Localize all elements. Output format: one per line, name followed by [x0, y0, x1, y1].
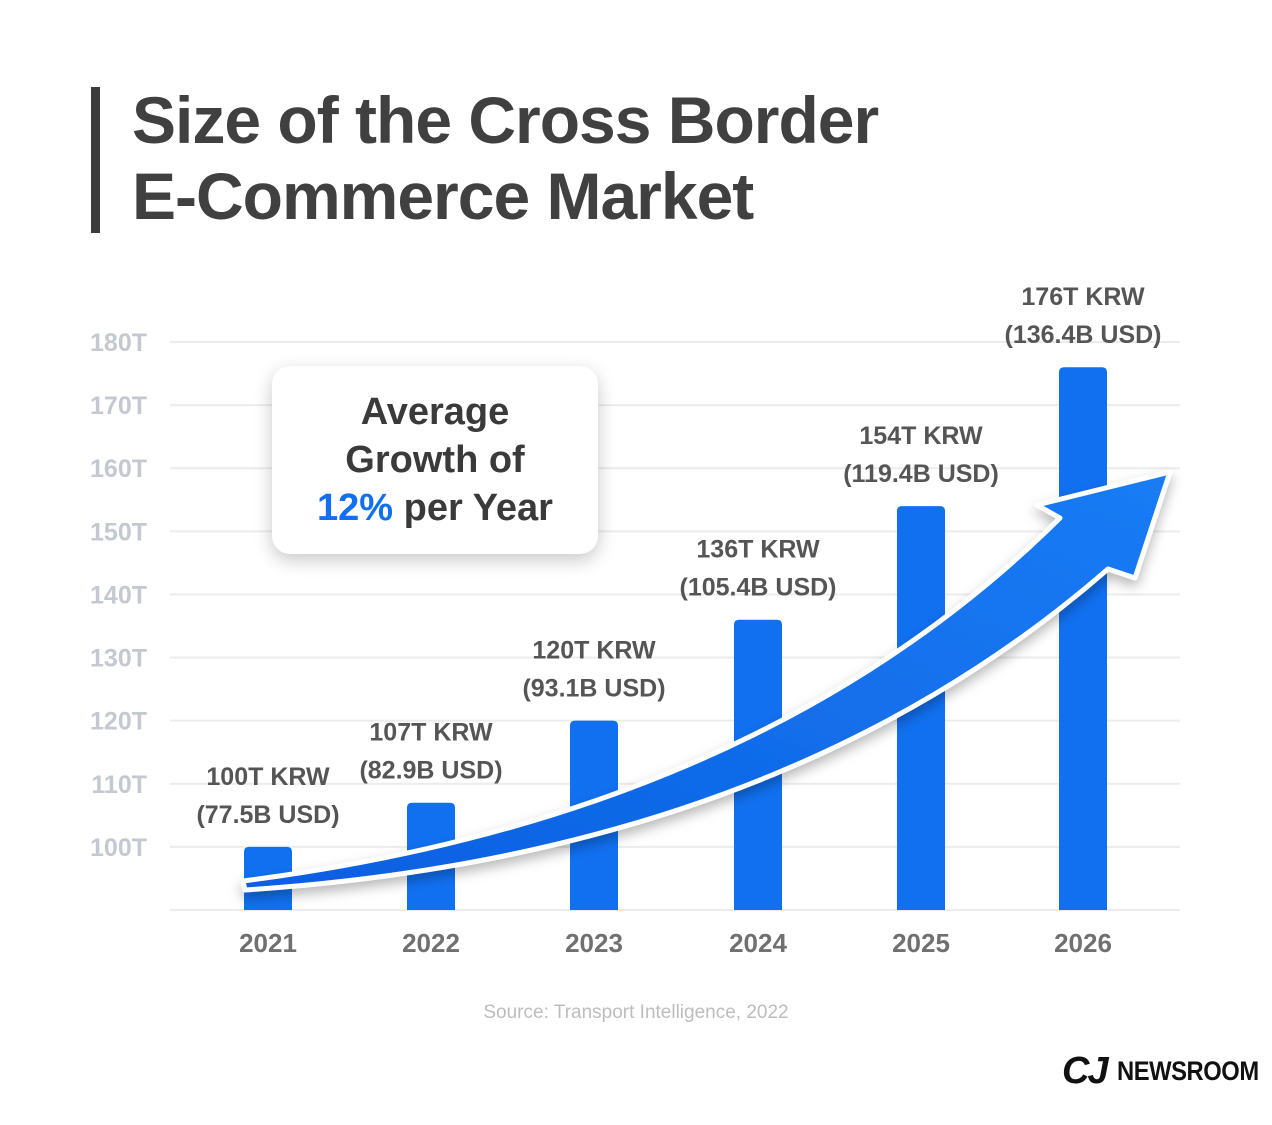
data-labels: 100T KRW (77.5B USD) 107T KRW (82.9B USD) 12… [196, 283, 1161, 829]
y-tick-label: 180T [90, 329, 147, 357]
data-label-krw: 100T KRW [206, 763, 330, 791]
trend-arrow-group [240, 469, 1173, 893]
data-label-krw: 154T KRW [859, 422, 983, 450]
bar [897, 506, 945, 910]
y-axis-ticks: 100T 110T 120T 130T 140T 150T 160T 170T 180T [90, 329, 147, 862]
logo-mark: CJ [1062, 1050, 1109, 1092]
data-label-usd: (77.5B USD) [196, 801, 339, 829]
title-accent-bar [91, 87, 100, 233]
data-label-usd: (93.1B USD) [522, 675, 665, 703]
x-tick-label: 2021 [239, 928, 297, 958]
data-label-usd: (136.4B USD) [1005, 321, 1162, 349]
y-tick-label: 100T [90, 834, 147, 862]
chart-title: Size of the Cross Border E-Commerce Mark… [132, 82, 879, 234]
y-tick-label: 140T [90, 581, 147, 609]
y-tick-label: 110T [91, 771, 147, 799]
growth-callout: Average Growth of 12% per Year [272, 366, 598, 554]
cj-newsroom-logo: CJ NEWSROOM [1062, 1050, 1272, 1093]
chart-title-line-2: E-Commerce Market [132, 159, 754, 233]
bar [1059, 367, 1107, 910]
callout-line-2: Growth of [345, 439, 525, 481]
y-tick-label: 160T [90, 455, 147, 483]
data-label-krw: 120T KRW [532, 637, 656, 665]
callout-line-3: 12% per Year [272, 484, 598, 532]
chart-title-line-1: Size of the Cross Border [132, 83, 879, 157]
x-tick-label: 2025 [892, 928, 950, 958]
data-label-usd: (82.9B USD) [359, 757, 502, 785]
y-tick-label: 130T [90, 645, 147, 673]
y-tick-label: 150T [90, 518, 147, 546]
source-note: Source: Transport Intelligence, 2022 [483, 1002, 789, 1023]
logo-text: NEWSROOM [1116, 1056, 1259, 1086]
data-label-krw: 136T KRW [696, 536, 820, 564]
data-label-krw: 176T KRW [1021, 283, 1145, 311]
trend-arrow [240, 469, 1173, 893]
x-tick-label: 2024 [729, 928, 787, 958]
x-axis-ticks: 2021 2022 2023 2024 2025 2026 [239, 928, 1112, 958]
callout-highlight: 12% [317, 487, 394, 529]
x-tick-label: 2022 [402, 928, 460, 958]
data-label-usd: (105.4B USD) [680, 574, 837, 602]
y-tick-label: 170T [90, 392, 147, 420]
x-tick-label: 2026 [1054, 928, 1112, 958]
y-tick-label: 120T [90, 708, 147, 736]
callout-line-3-rest: per Year [393, 487, 553, 529]
x-tick-label: 2023 [565, 928, 623, 958]
data-label-krw: 107T KRW [369, 719, 493, 747]
data-label-usd: (119.4B USD) [843, 460, 999, 488]
callout-line-1: Average [360, 391, 510, 433]
